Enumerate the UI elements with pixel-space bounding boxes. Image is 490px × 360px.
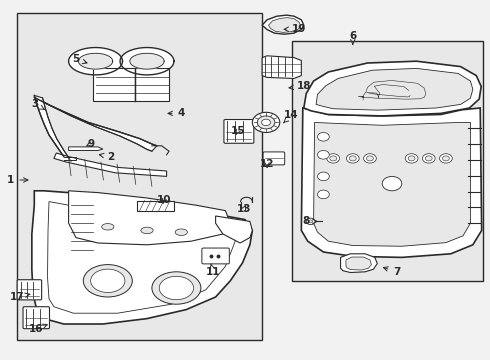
Circle shape (318, 172, 329, 181)
Text: 18: 18 (289, 81, 311, 91)
Text: 10: 10 (157, 195, 172, 205)
Bar (292, 41, 483, 281)
Polygon shape (32, 191, 252, 324)
Text: 5: 5 (73, 54, 87, 64)
Circle shape (252, 112, 280, 132)
Polygon shape (304, 61, 481, 116)
Circle shape (309, 220, 313, 223)
Text: 14: 14 (283, 110, 299, 123)
Polygon shape (130, 53, 164, 69)
Text: 6: 6 (349, 31, 356, 44)
Circle shape (346, 154, 359, 163)
Polygon shape (135, 68, 169, 101)
Circle shape (318, 150, 329, 159)
Circle shape (330, 156, 337, 161)
Polygon shape (69, 191, 230, 245)
Text: 3: 3 (32, 99, 45, 109)
Circle shape (327, 154, 340, 163)
Text: 17: 17 (10, 292, 30, 302)
Bar (137, 201, 174, 211)
FancyBboxPatch shape (23, 307, 49, 329)
Polygon shape (120, 48, 174, 75)
Circle shape (405, 154, 418, 163)
Polygon shape (262, 15, 304, 34)
Circle shape (318, 132, 329, 141)
Polygon shape (34, 97, 157, 151)
Circle shape (425, 156, 432, 161)
Text: 16: 16 (28, 324, 47, 334)
Text: 13: 13 (237, 204, 251, 214)
Circle shape (382, 176, 402, 191)
Polygon shape (216, 216, 252, 243)
Text: 19: 19 (284, 24, 306, 34)
FancyBboxPatch shape (224, 120, 254, 143)
Circle shape (367, 156, 373, 161)
Polygon shape (54, 153, 167, 176)
Polygon shape (69, 147, 103, 150)
FancyBboxPatch shape (263, 152, 285, 165)
Circle shape (408, 156, 415, 161)
Polygon shape (69, 48, 122, 75)
Text: 11: 11 (206, 264, 220, 277)
Ellipse shape (83, 265, 132, 297)
Ellipse shape (141, 227, 153, 234)
Text: 8: 8 (303, 216, 317, 226)
Text: 12: 12 (260, 159, 274, 169)
Ellipse shape (175, 229, 187, 235)
Polygon shape (262, 56, 301, 78)
Polygon shape (346, 257, 371, 270)
Ellipse shape (91, 269, 125, 292)
Text: 4: 4 (168, 108, 185, 118)
Ellipse shape (159, 276, 194, 300)
Polygon shape (34, 95, 71, 161)
Circle shape (364, 154, 376, 163)
Circle shape (349, 156, 356, 161)
Polygon shape (316, 68, 473, 110)
Circle shape (257, 116, 275, 129)
Circle shape (442, 156, 449, 161)
FancyBboxPatch shape (202, 248, 229, 264)
Text: 15: 15 (230, 126, 245, 136)
Text: 1: 1 (7, 175, 28, 185)
FancyBboxPatch shape (17, 280, 42, 300)
Bar (17, 13, 262, 340)
Polygon shape (269, 18, 301, 32)
Circle shape (318, 190, 329, 199)
Circle shape (306, 218, 315, 225)
Circle shape (422, 154, 435, 163)
Text: 9: 9 (87, 139, 94, 149)
Circle shape (440, 154, 452, 163)
Polygon shape (341, 254, 377, 273)
Circle shape (262, 119, 270, 126)
Text: 7: 7 (384, 267, 401, 277)
Polygon shape (314, 122, 470, 246)
Polygon shape (93, 68, 135, 101)
Ellipse shape (152, 272, 201, 304)
Polygon shape (48, 202, 235, 313)
Ellipse shape (102, 224, 114, 230)
Polygon shape (301, 108, 482, 257)
Polygon shape (78, 53, 113, 69)
Text: 2: 2 (99, 152, 114, 162)
